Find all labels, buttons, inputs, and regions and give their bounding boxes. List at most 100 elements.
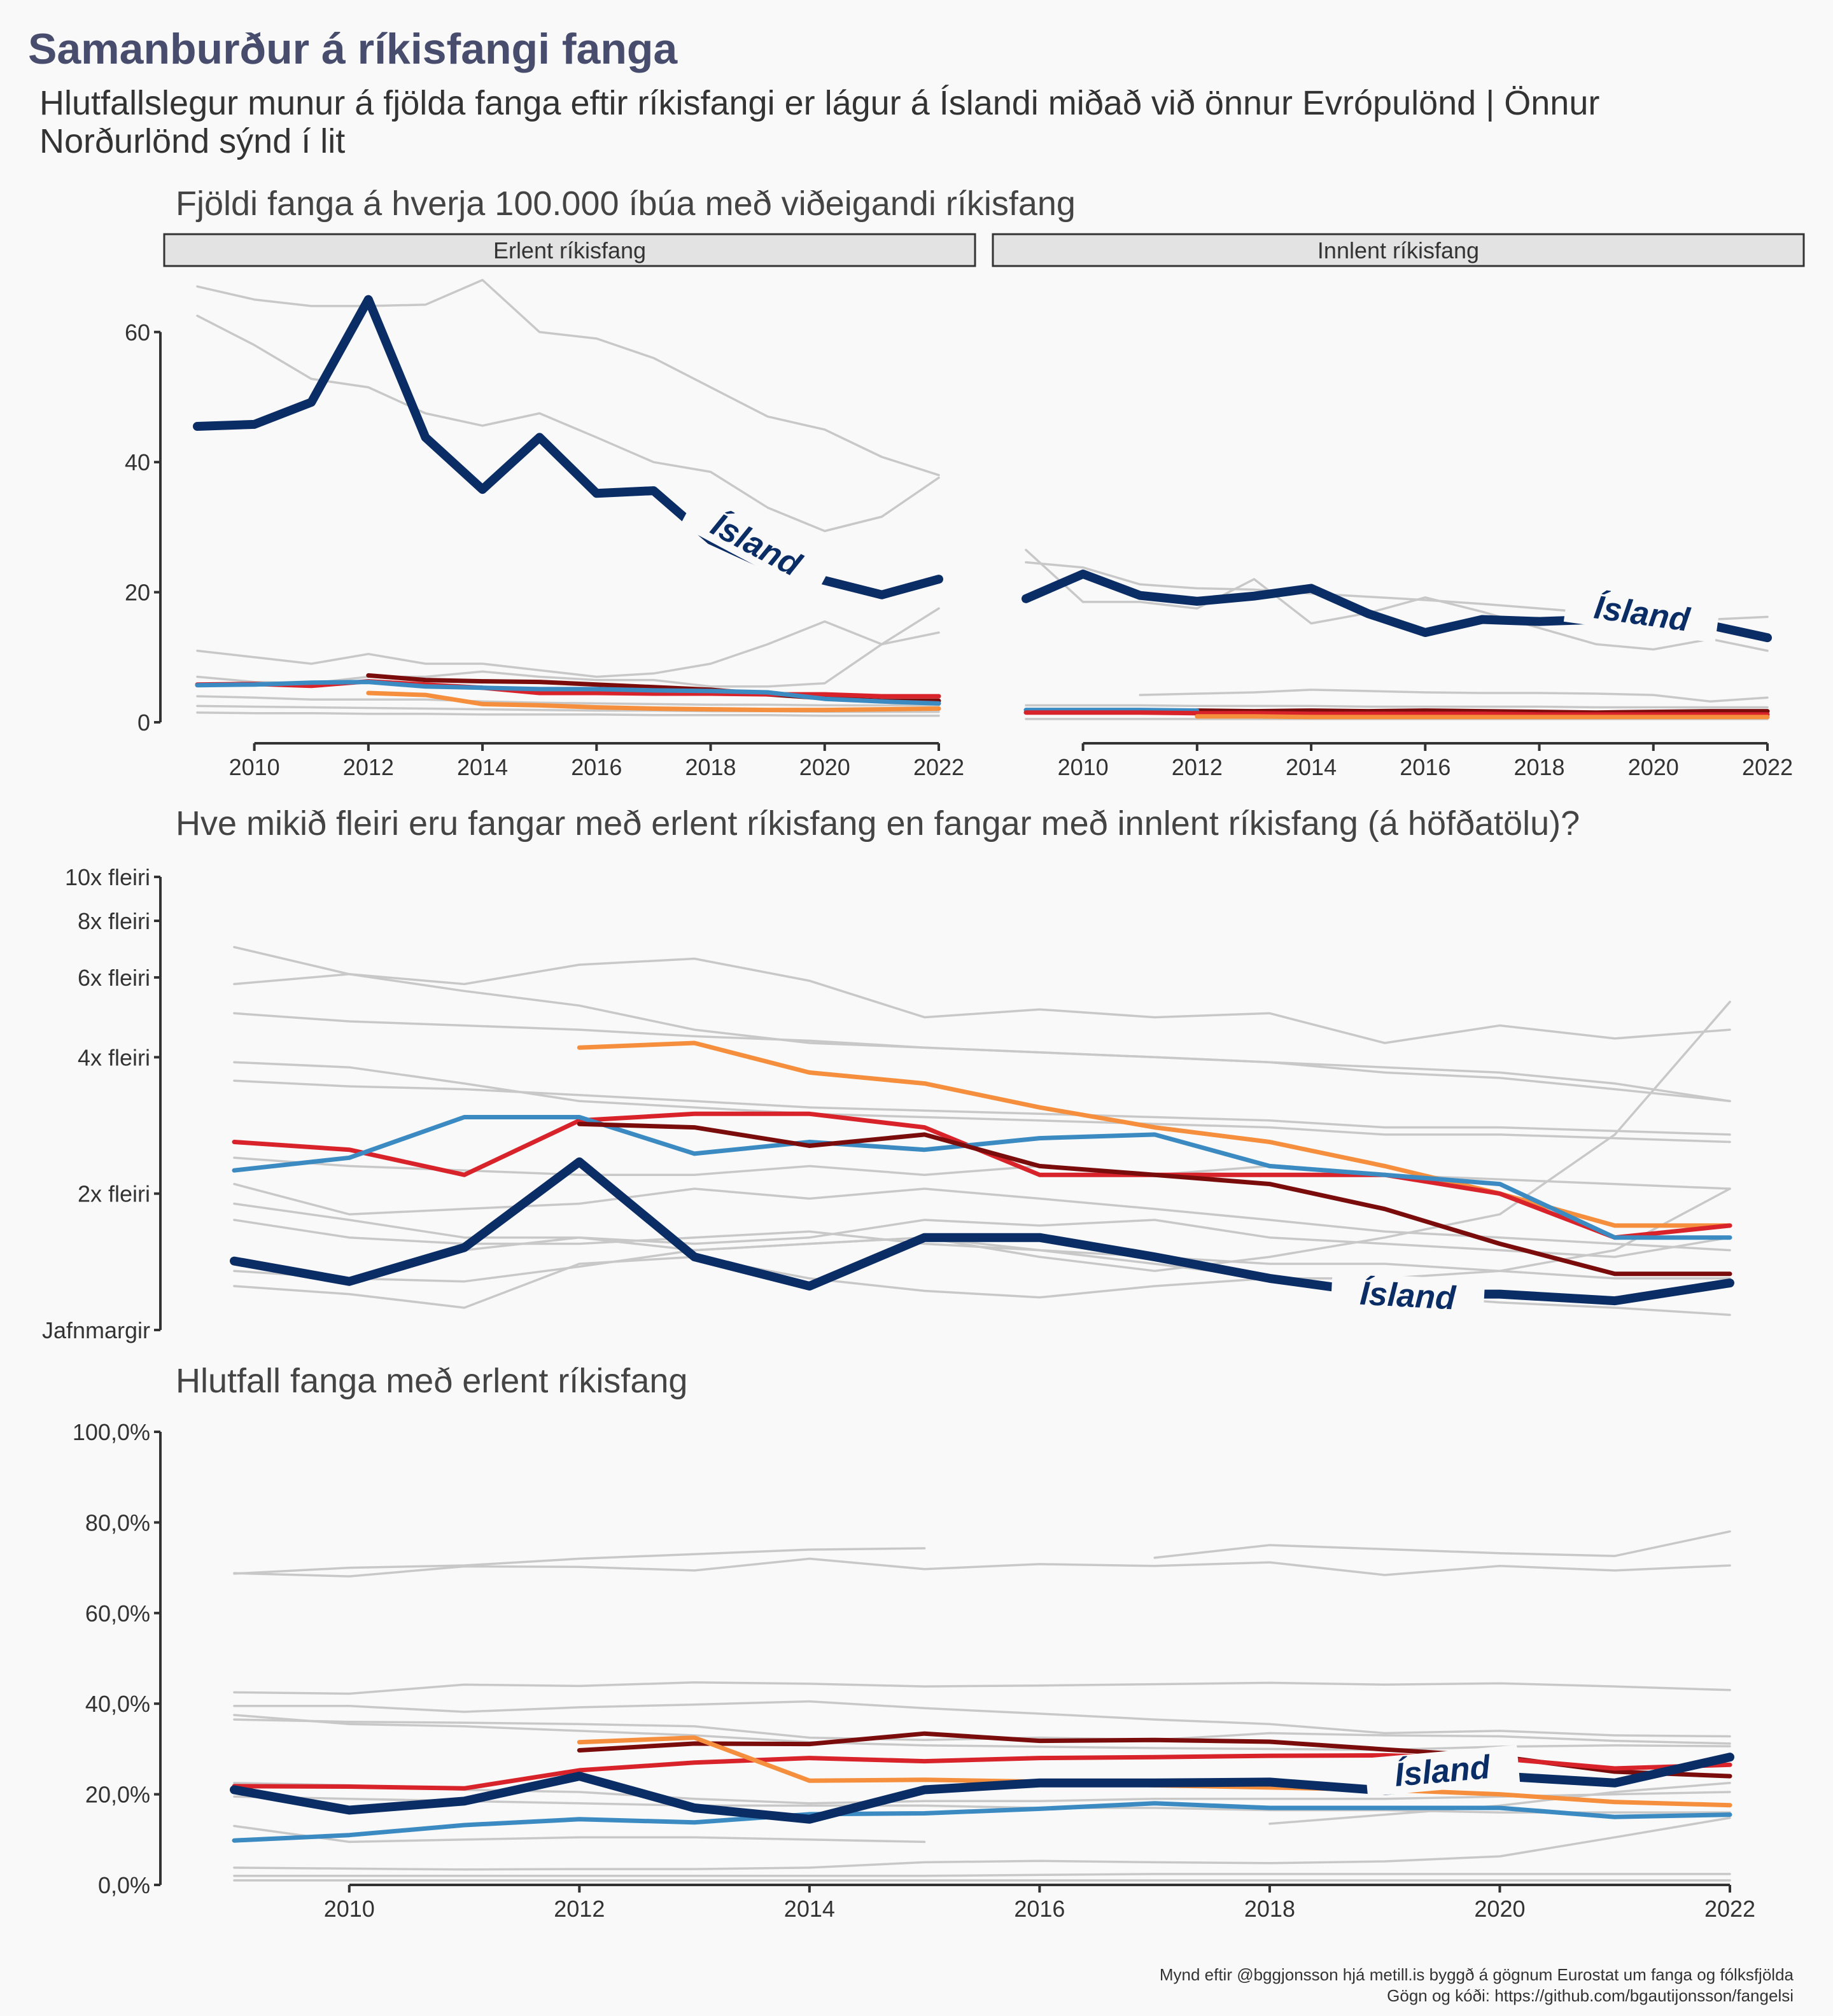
series-line-grey (233, 1079, 1731, 1136)
y-tick-label: 100,0% (73, 1419, 150, 1445)
series-line-grey (233, 1873, 1731, 1877)
iceland-label: Ísland (1359, 1275, 1457, 1317)
x-tick-label: 2022 (1742, 754, 1793, 780)
series-line-grey (196, 279, 940, 477)
y-tick-label: 20 (125, 580, 150, 606)
x-tick-label: 2012 (554, 1896, 605, 1922)
x-tick-label: 2016 (571, 754, 622, 780)
iceland-label-bg (1330, 1272, 1485, 1319)
series-line-blue (1023, 708, 1200, 713)
series-line-grey (233, 1681, 1731, 1695)
series-line-grey (1153, 1530, 1731, 1559)
series-line-darkred (577, 1121, 1732, 1277)
series-line-grey (1025, 549, 1769, 652)
series-line-grey (233, 1000, 1731, 1272)
x-tick-label: 2014 (457, 754, 508, 780)
x-tick-label: 2020 (1628, 754, 1679, 780)
series-line-grey (233, 1782, 1731, 1805)
x-tick-label: 2018 (1244, 1896, 1295, 1922)
panel-ratio: Jafnmargir 2x fleiri 4x fleiri 6x fleiri 8x … (42, 864, 1734, 1343)
series-line-red (1023, 710, 1770, 717)
series-line-grey (1025, 704, 1769, 709)
y-tick-label: 60,0% (85, 1600, 150, 1627)
chart-subtitle-line1: Hlutfallslegur munur á fjölda fanga efti… (39, 84, 1599, 122)
series-line-iceland (193, 295, 943, 599)
series-line-grey (233, 1816, 1731, 1871)
y-tick-label: 40 (125, 449, 150, 475)
series-line-grey (196, 620, 940, 678)
x-tick-label: 2018 (685, 754, 736, 780)
x-tick-label: 2014 (1286, 754, 1337, 780)
series-line-orange (366, 690, 941, 713)
y-tick-label: 0,0% (98, 1872, 150, 1898)
series-line-darkred (577, 1731, 1732, 1779)
caption-line2: Gögn og kóði: https://github.com/bgautij… (1387, 1986, 1794, 2005)
y-tick-label: Jafnmargir (42, 1317, 150, 1343)
series-line-red (232, 1111, 1732, 1240)
series-line-grey (196, 607, 940, 688)
series-line-grey (233, 1219, 1731, 1280)
series-line-grey (233, 1824, 926, 1844)
chart-title: Samanburður á ríkisfangi fanga (28, 25, 678, 73)
x-tick-label: 2020 (1474, 1896, 1525, 1922)
y-tick-label: 40,0% (85, 1691, 150, 1717)
series-line-grey (196, 711, 940, 717)
series-line-iceland (230, 1157, 1734, 1306)
x-tick-label: 2020 (799, 754, 850, 780)
panel2-title: Hve mikið fleiri eru fangar með erlent r… (176, 804, 1580, 843)
series-line-blue (232, 1801, 1732, 1843)
x-tick-label: 2016 (1400, 754, 1450, 780)
facet-strip-erlent (163, 233, 976, 267)
y-tick-label: 20,0% (85, 1782, 150, 1808)
series-line-grey (233, 1557, 1731, 1578)
panel1-title: Fjöldi fanga á hverja 100.000 íbúa með v… (176, 185, 1076, 223)
x-tick-label: 2014 (784, 1896, 835, 1922)
y-tick-label: 80,0% (85, 1509, 150, 1536)
x-tick-label: 2016 (1014, 1896, 1065, 1922)
series-line-grey (233, 1156, 1731, 1190)
iceland-label-bg (1364, 1745, 1520, 1796)
y-tick-label: 0 (137, 710, 150, 736)
series-line-red (195, 679, 941, 699)
x-tick-label: 2010 (324, 1896, 375, 1922)
y-tick-label: 2x fleiri (78, 1181, 150, 1207)
y-tick-label: 8x fleiri (78, 908, 150, 934)
series-line-grey (233, 1714, 1731, 1751)
series-line-grey (196, 314, 940, 533)
series-line-grey (233, 1547, 926, 1575)
series-line-blue (195, 680, 941, 706)
facet-strip-erlent-label: Erlent ríkisfang (493, 237, 646, 263)
x-tick-label: 2022 (913, 754, 964, 780)
x-tick-label: 2012 (343, 754, 394, 780)
x-tick-label: 2010 (229, 754, 280, 780)
iceland-label: Ísland (1592, 589, 1692, 640)
series-line-grey (233, 1256, 1731, 1316)
iceland-label: Ísland (1393, 1749, 1492, 1794)
series-line-grey (233, 1061, 1731, 1144)
iceland-label-bg (1563, 584, 1720, 643)
facet-strip-innlent (992, 233, 1805, 267)
series-line-darkred (1195, 708, 1770, 715)
panel-innlent: 2010 2012 2014 2016 2018 2020 2022 Ísland (1022, 549, 1793, 780)
y-tick-label: 60 (125, 319, 150, 346)
y-tick-label: 10x fleiri (65, 864, 150, 890)
series-line-grey (196, 695, 940, 707)
chart-subtitle-line2: Norðurlönd sýnd í lit (39, 122, 345, 160)
series-line-grey (1268, 1782, 1731, 1825)
series-line-grey (233, 1700, 1731, 1738)
panel-share: 0,0% 20,0% 40,0% 60,0% 80,0% 100,0% 2010 2012 20… (73, 1419, 1755, 1922)
series-line-grey (233, 1012, 1731, 1103)
x-tick-label: 2010 (1058, 754, 1109, 780)
series-line-blue (232, 1115, 1732, 1240)
x-tick-label: 2022 (1704, 1896, 1755, 1922)
y-tick-label: 4x fleiri (78, 1044, 150, 1070)
series-line-grey (1139, 689, 1769, 703)
facet-strip-innlent-label: Innlent ríkisfang (1317, 237, 1479, 263)
series-line-grey (233, 1187, 1731, 1283)
panel3-title: Hlutfall fanga með erlent ríkisfang (176, 1362, 687, 1400)
iceland-label-bg (680, 491, 833, 598)
x-tick-label: 2018 (1513, 754, 1564, 780)
caption-line1: Mynd eftir @bggjonsson hjá metill.is byg… (1160, 1965, 1794, 1984)
